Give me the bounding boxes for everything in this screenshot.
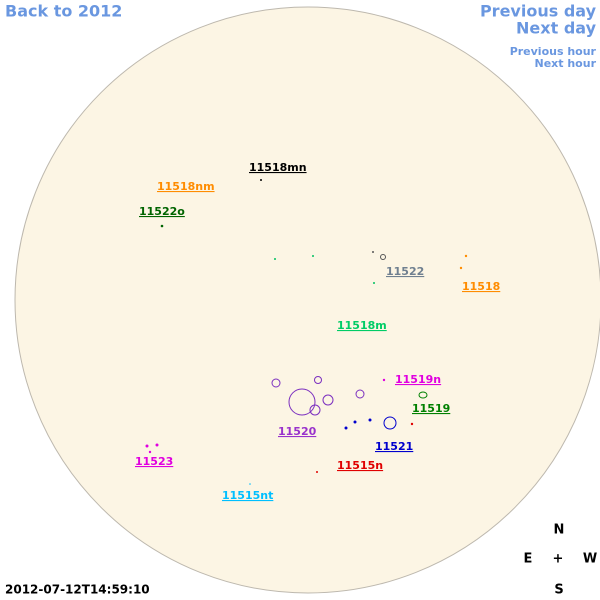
compass-center: + — [553, 552, 564, 567]
spots — [145, 179, 468, 485]
region-label[interactable]: 11518mn — [249, 161, 307, 174]
spot — [274, 258, 276, 260]
spot — [382, 378, 386, 382]
next-day-link[interactable]: Next day — [516, 19, 597, 38]
spot — [380, 254, 386, 260]
spot — [316, 471, 318, 473]
region-label[interactable]: 11520 — [278, 425, 317, 438]
spot — [410, 422, 414, 426]
timestamp: 2012-07-12T14:59:10 — [5, 583, 150, 597]
spot — [288, 388, 316, 416]
region-label[interactable]: 11521 — [375, 440, 413, 453]
spot — [353, 420, 357, 424]
spot — [249, 483, 251, 485]
previous-hour-link[interactable]: Previous hour — [510, 45, 597, 58]
spot — [312, 255, 314, 257]
spot — [344, 426, 348, 430]
spot — [322, 394, 334, 406]
previous-day-link[interactable]: Previous day — [480, 2, 597, 21]
region-label[interactable]: 11519 — [412, 402, 450, 415]
spot — [464, 254, 468, 258]
region-label[interactable]: 11519n — [395, 373, 441, 386]
spot — [314, 376, 322, 384]
region-label[interactable]: 11523 — [135, 455, 173, 468]
spot — [271, 378, 281, 388]
region-labels: 11518mn 11518nm 11522o 11522 11518 11518… — [135, 161, 500, 502]
spot — [355, 389, 365, 399]
spot — [145, 444, 149, 448]
spot — [383, 416, 397, 430]
next-hour-link[interactable]: Next hour — [535, 57, 597, 70]
region-label[interactable]: 11518 — [462, 280, 500, 293]
region-label[interactable]: 11518m — [337, 319, 387, 332]
spot — [368, 418, 372, 422]
compass-south: S — [554, 583, 563, 598]
region-label[interactable]: 11522o — [139, 205, 185, 218]
spot — [148, 450, 152, 454]
spot — [260, 179, 262, 181]
compass-east: E — [524, 552, 533, 567]
spot — [155, 443, 159, 447]
spot — [160, 224, 164, 228]
spot — [459, 266, 463, 270]
region-label[interactable]: 11518nm — [157, 180, 215, 193]
compass-west: W — [583, 552, 597, 567]
region-label[interactable]: 11515nt — [222, 489, 273, 502]
spot — [373, 282, 375, 284]
spot — [372, 251, 374, 253]
compass-north: N — [554, 523, 565, 538]
solar-disk — [14, 6, 600, 594]
spot — [418, 391, 428, 399]
spot — [309, 404, 321, 416]
region-label[interactable]: 11522 — [386, 265, 424, 278]
region-label[interactable]: 11515n — [337, 459, 383, 472]
back-link[interactable]: Back to 2012 — [5, 2, 122, 21]
